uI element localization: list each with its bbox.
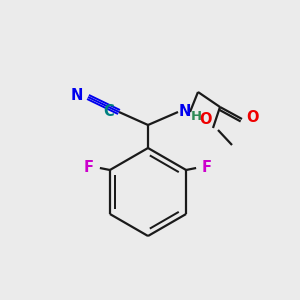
Text: O: O xyxy=(200,112,212,127)
Text: N: N xyxy=(70,88,83,104)
Text: F: F xyxy=(202,160,212,175)
Text: F: F xyxy=(84,160,94,175)
Text: C: C xyxy=(103,103,114,118)
Text: O: O xyxy=(246,110,259,125)
Text: N: N xyxy=(179,104,191,119)
Text: H: H xyxy=(191,110,202,122)
